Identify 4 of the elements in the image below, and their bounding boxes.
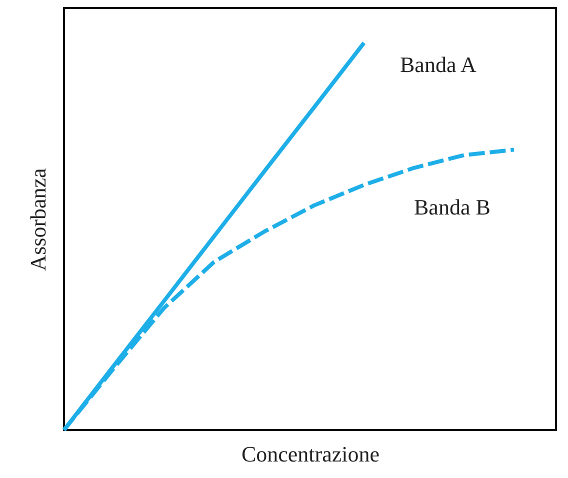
series-label: Banda B <box>414 194 490 220</box>
series-label: Banda A <box>400 52 476 77</box>
y-axis-title: Assorbanza <box>26 168 50 271</box>
x-axis-title: Concentrazione <box>241 442 380 466</box>
